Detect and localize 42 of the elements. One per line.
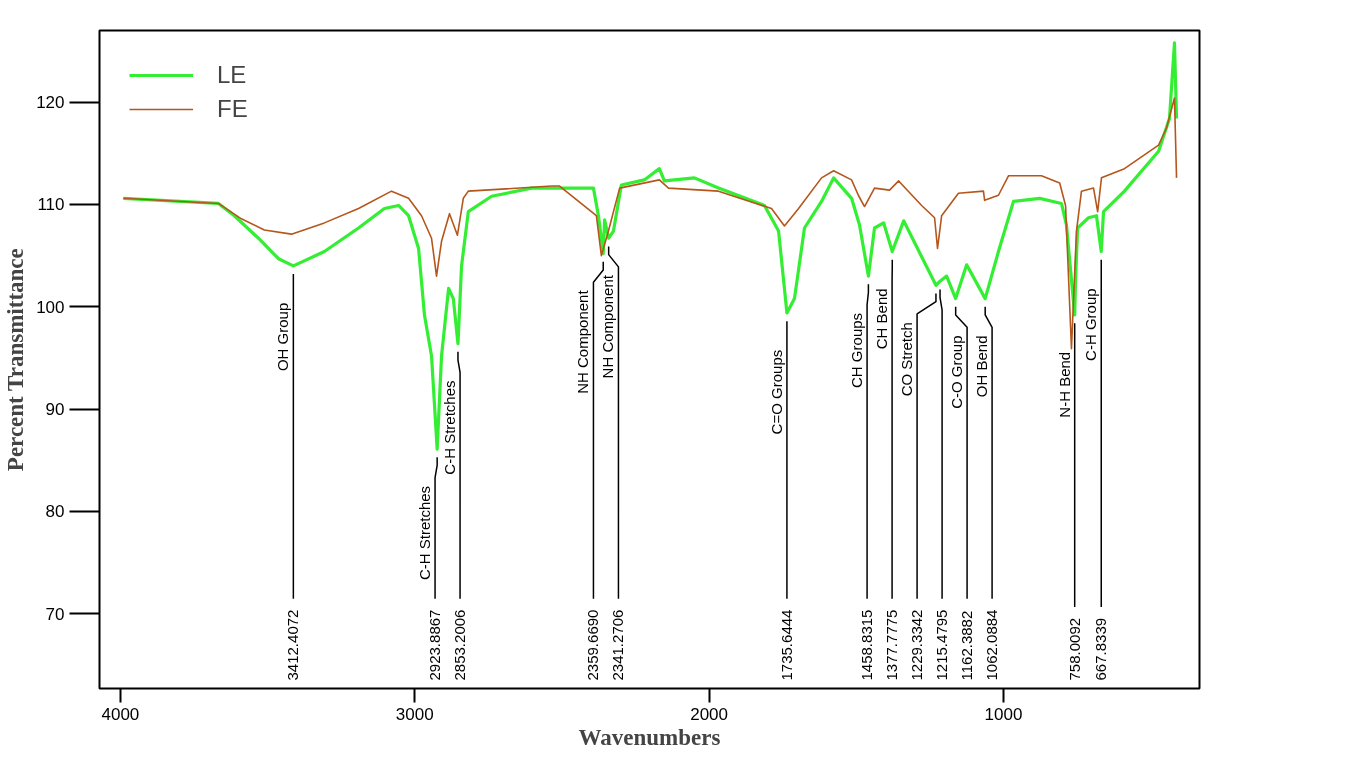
y-tick-label: 120 — [36, 93, 65, 113]
x-tick-label: 2000 — [690, 704, 729, 724]
annotation: OH Group — [274, 302, 292, 372]
line-series — [121, 41, 1179, 451]
y-axis-title: Percent Transmittance — [3, 248, 29, 472]
x-tick-label: 4000 — [101, 704, 140, 724]
annotation: 1458.8315 — [858, 609, 876, 681]
x-axis-title: Wavenumbers — [578, 724, 721, 750]
annotation: C-H Group — [1082, 288, 1100, 361]
annotation: OH Bend — [973, 335, 991, 398]
y-tick-label: 90 — [45, 400, 65, 420]
annotation: CO Stretch — [898, 322, 916, 397]
y-tick-label: 100 — [36, 297, 65, 317]
annotation: 667.8339 — [1092, 617, 1110, 681]
annotation: C=O Groups — [767, 349, 785, 435]
legend-label: FE — [217, 95, 248, 123]
annotation: 1162.3882 — [958, 610, 976, 681]
y-tick-label: 110 — [37, 195, 65, 215]
annotation: 1215.4795 — [933, 609, 951, 681]
annotation: N-H Bend — [1055, 351, 1073, 418]
annotation: 2359.6690 — [584, 609, 602, 681]
x-tick-label: 3000 — [395, 704, 434, 724]
annotation: 758.0092 — [1065, 617, 1083, 681]
annotation: 3412.4072 — [284, 609, 302, 681]
annotation: 2853.2006 — [451, 609, 469, 681]
annotation: CH Bend — [873, 288, 891, 350]
legend-label: LE — [217, 61, 247, 89]
annotation: 2923.8867 — [426, 609, 444, 681]
annotation: C-H Stretches — [416, 485, 434, 581]
annotation: NH Component — [599, 274, 617, 379]
annotation: NH Component — [574, 289, 592, 394]
y-tick-label: 80 — [45, 502, 65, 522]
annotation: 1735.6444 — [777, 609, 795, 681]
annotation: 1229.3342 — [908, 609, 926, 681]
annotation: 2341.2706 — [609, 609, 627, 681]
annotation: C-O Group — [948, 335, 966, 409]
annotation: CH Groups — [848, 312, 866, 388]
annotation: 1377.7775 — [883, 609, 901, 681]
x-tick-label: 1000 — [984, 704, 1023, 724]
annotation: 1062.0884 — [983, 609, 1001, 681]
y-tick-label: 70 — [45, 604, 65, 624]
annotation: C-H Stretches — [441, 380, 459, 475]
